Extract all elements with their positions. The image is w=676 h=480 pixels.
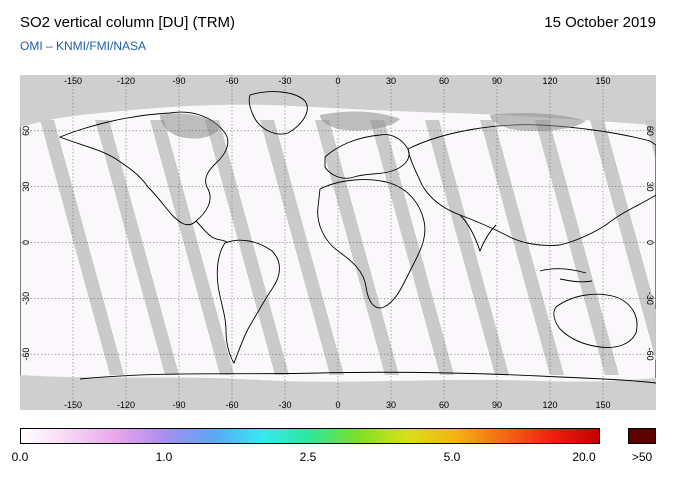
tick-label: 120: [542, 400, 557, 410]
tick-label: -90: [172, 76, 185, 86]
tick-label: 0: [335, 400, 340, 410]
tick-label: -120: [117, 76, 135, 86]
colorbar-label-4: 20.0: [572, 450, 596, 464]
overflow-label: >50: [631, 450, 653, 464]
land-gap-patches: [160, 111, 586, 139]
tick-label: -60: [645, 348, 655, 361]
orbit-gap-stripe: [260, 120, 344, 375]
map-date: 15 October 2019: [544, 14, 656, 31]
overflow-color-swatch: [628, 428, 656, 444]
top-longitude-ticks: -150 -120 -90 -60 -30 0 30 60 90 120 150: [64, 76, 611, 86]
greenland-outline: [248, 91, 308, 135]
south-america-outline: [216, 239, 280, 364]
tick-label: 30: [21, 182, 31, 192]
colorbar: [20, 428, 600, 444]
orbit-gap-stripe: [425, 120, 509, 375]
right-latitude-ticks: 60 30 0 -30 -60: [645, 126, 655, 361]
so2-world-map: -150 -120 -90 -60 -30 0 30 60 90 120 150 -150 -120-…: [20, 75, 656, 410]
antarctica-outline: [79, 371, 656, 384]
australia-outline: [553, 293, 638, 348]
colorbar-gradient: [20, 428, 600, 444]
tick-label: 150: [595, 76, 610, 86]
left-latitude-ticks: 60 30 0 -30 -60: [21, 126, 31, 361]
tick-label: -30: [645, 292, 655, 305]
tick-label: -30: [278, 400, 291, 410]
orbit-gap-stripe: [150, 120, 234, 375]
indonesia-outline: [539, 268, 593, 283]
colorbar-label-0: 0.0: [11, 450, 29, 464]
tick-label: -30: [21, 292, 31, 305]
orbit-gap-stripe: [645, 120, 656, 161]
tick-label: -60: [225, 400, 238, 410]
tick-label: 0: [21, 240, 31, 245]
tick-label: -150: [64, 400, 82, 410]
tick-label: 60: [21, 126, 31, 136]
tick-label: 90: [492, 76, 502, 86]
colorbar-label-1: 1.0: [155, 450, 173, 464]
orbit-gap-stripe: [205, 120, 289, 375]
tick-label: 0: [335, 76, 340, 86]
tick-label: -60: [21, 348, 31, 361]
data-credit: OMI – KNMI/FMI/NASA: [20, 39, 147, 53]
map-title: SO2 vertical column [DU] (TRM): [20, 14, 236, 31]
orbit-gap-stripe: [315, 120, 399, 375]
tick-label: 30: [386, 76, 396, 86]
central-america-outline: [195, 220, 229, 244]
orbit-gap-stripe: [40, 120, 124, 375]
tick-label: 60: [439, 400, 449, 410]
tick-label: 90: [492, 400, 502, 410]
graticule: [20, 75, 656, 410]
orbit-gap-stripe: [535, 120, 619, 375]
tick-label: -60: [225, 76, 238, 86]
europe-outline: [324, 134, 410, 179]
india-outline: [459, 214, 497, 253]
tick-label: -30: [278, 76, 291, 86]
colorbar-label-3: 5.0: [443, 450, 461, 464]
tick-label: 150: [595, 400, 610, 410]
north-america-outline: [58, 111, 229, 226]
tick-label: -150: [64, 76, 82, 86]
tick-label: 30: [386, 400, 396, 410]
tick-label: -90: [172, 400, 185, 410]
tick-label: 30: [645, 182, 655, 192]
tick-label: 60: [645, 126, 655, 136]
orbit-gap-stripe: [480, 120, 564, 375]
tick-label: 120: [542, 76, 557, 86]
orbit-gap-stripe: [95, 120, 179, 375]
bottom-longitude-ticks: -150 -120 -90 -60 -30 0 30 60 90 120 150: [64, 400, 611, 410]
tick-label: 0: [645, 240, 655, 245]
tick-label: -120: [117, 400, 135, 410]
tick-label: 60: [439, 76, 449, 86]
colorbar-label-2: 2.5: [299, 450, 317, 464]
